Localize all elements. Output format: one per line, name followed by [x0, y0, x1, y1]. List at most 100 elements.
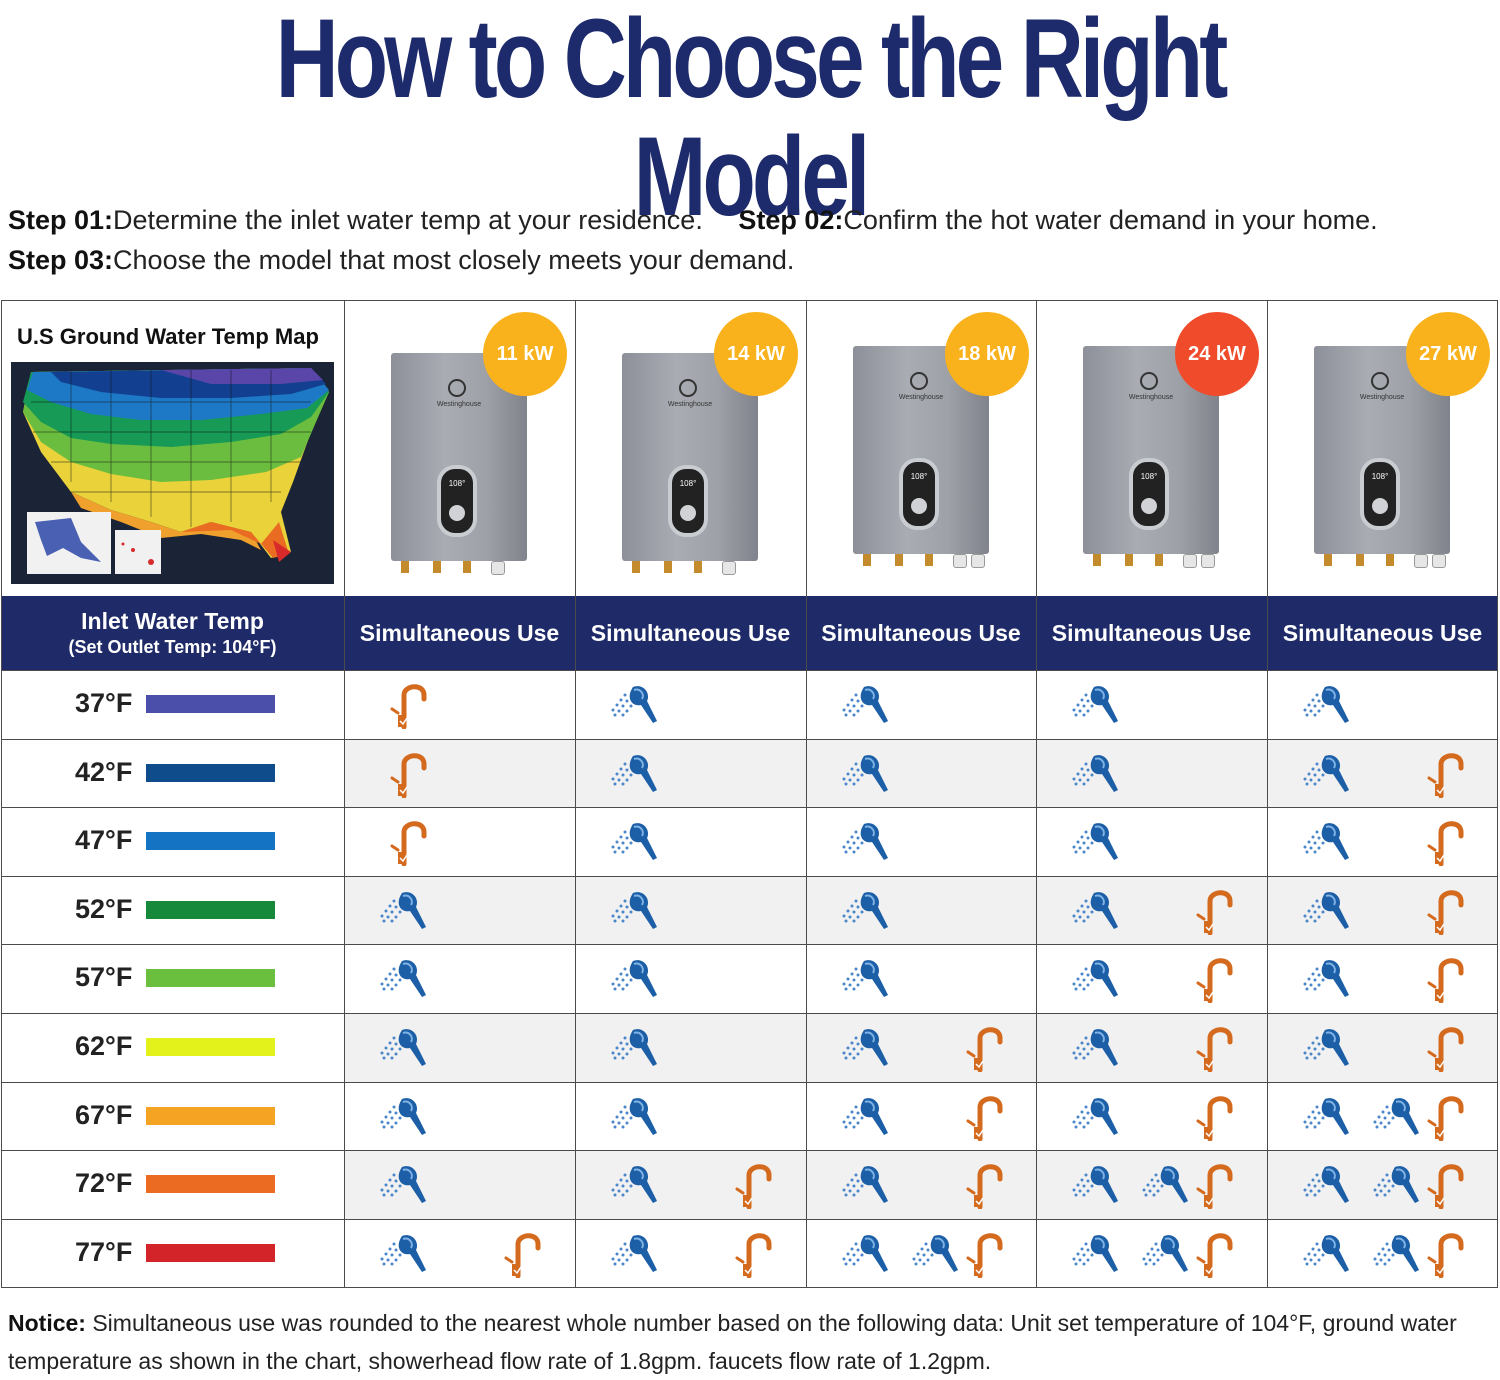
- temperature-display: 108°: [1140, 472, 1158, 481]
- shower-head-icon: [842, 891, 888, 929]
- valve-fitting-icon: [1432, 554, 1446, 568]
- step3-label: Step 03:: [8, 245, 114, 275]
- simultaneous-use-label: Simultaneous Use: [1282, 619, 1483, 646]
- grid-row-line: [1, 1219, 1498, 1220]
- grid-row-line: [1, 944, 1498, 945]
- kw-badge: 11 kW: [483, 312, 567, 396]
- kw-badge: 27 kW: [1406, 312, 1490, 396]
- shower-head-icon: [611, 823, 657, 861]
- faucet-icon: [1196, 1095, 1233, 1141]
- brand-name: Westinghouse: [1128, 394, 1174, 401]
- simultaneous-use-label: Simultaneous Use: [1051, 619, 1252, 646]
- pipe-fitting-icon: [1093, 554, 1101, 566]
- shower-head-icon: [842, 1234, 888, 1272]
- control-knob-icon: [1372, 498, 1388, 514]
- shower-head-icon: [380, 1029, 426, 1066]
- grid-column-line: [1, 300, 2, 1288]
- grid-row-line: [1, 670, 1498, 671]
- grid-row-line: [1, 300, 1498, 301]
- shower-head-icon: [1072, 1166, 1118, 1204]
- inlet-temp-value: 57°F: [75, 962, 133, 993]
- pipe-fitting-icon: [1356, 554, 1364, 566]
- faucet-icon: [1427, 1164, 1464, 1210]
- faucet-icon: [966, 1233, 1003, 1278]
- control-knob-icon: [911, 498, 927, 514]
- shower-head-icon: [1303, 1029, 1349, 1066]
- step3-text: Choose the model that most closely meets…: [113, 245, 795, 275]
- grid-row-line: [1, 1013, 1498, 1014]
- simultaneous-use-label: Simultaneous Use: [359, 619, 560, 646]
- shower-head-icon: [1373, 1234, 1419, 1272]
- valve-fitting-icon: [953, 554, 967, 568]
- simultaneous-use-header: Simultaneous Use: [806, 596, 1036, 670]
- control-panel: 108°: [899, 458, 939, 530]
- grid-row-line: [1, 807, 1498, 808]
- temperature-display: 108°: [448, 479, 466, 488]
- grid-row-line: [1, 1082, 1498, 1083]
- shower-head-icon: [842, 1029, 888, 1066]
- kw-badge: 18 kW: [945, 312, 1029, 396]
- grid-column-line: [1036, 300, 1037, 1288]
- control-panel: 108°: [1360, 458, 1400, 530]
- steps-row-1: Step 01:Determine the inlet water temp a…: [8, 200, 1378, 240]
- temp-color-bar: [146, 1243, 275, 1262]
- shower-head-icon: [380, 891, 426, 929]
- pipe-fitting-icon: [1324, 554, 1332, 566]
- grid-column-line: [1267, 300, 1268, 1288]
- shower-head-icon: [1373, 1097, 1419, 1135]
- grid-row-line: [1, 739, 1498, 740]
- shower-head-icon: [842, 686, 888, 723]
- faucet-icon: [1427, 1027, 1464, 1072]
- inlet-temp-value: 62°F: [75, 1031, 133, 1061]
- faucet-icon: [1196, 1027, 1233, 1072]
- simultaneous-use-header: Simultaneous Use: [1036, 596, 1267, 670]
- shower-head-icon: [611, 960, 657, 998]
- inlet-temp-label: Inlet Water Temp: [81, 608, 264, 634]
- faucet-icon: [390, 684, 427, 729]
- brand-name: Westinghouse: [436, 401, 482, 408]
- simultaneous-use-header: Simultaneous Use: [344, 596, 575, 670]
- brand-name: Westinghouse: [898, 394, 944, 401]
- shower-head-icon: [380, 1234, 426, 1272]
- shower-head-icon: [1373, 1166, 1419, 1204]
- grid-row-line: [1, 1287, 1498, 1288]
- table-header-row: Inlet Water Temp (Set Outlet Temp: 104°F…: [1, 596, 1498, 670]
- pipe-fitting-icon: [863, 554, 871, 566]
- shower-head-icon: [1072, 891, 1118, 929]
- brand-logo-icon: [1371, 372, 1389, 390]
- shower-head-icon: [1072, 1097, 1118, 1135]
- step1-text: Determine the inlet water temp at your r…: [113, 205, 703, 235]
- pipe-fitting-icon: [694, 561, 702, 573]
- pipe-fitting-icon: [925, 554, 933, 566]
- temperature-display: 108°: [910, 472, 928, 481]
- table-row-shade: [344, 1151, 1498, 1219]
- shower-head-icon: [1303, 960, 1349, 998]
- shower-head-icon: [380, 960, 426, 998]
- brand-logo-icon: [1140, 372, 1158, 390]
- shower-head-icon: [380, 1166, 426, 1204]
- water-heater-image: Westinghouse 108°: [1083, 346, 1219, 568]
- valve-fitting-icon: [722, 561, 736, 575]
- control-knob-icon: [449, 505, 465, 521]
- brand-name: Westinghouse: [667, 401, 713, 408]
- shower-head-icon: [1072, 1029, 1118, 1066]
- brand-logo-icon: [910, 372, 928, 390]
- step2-text: Confirm the hot water demand in your hom…: [843, 205, 1378, 235]
- faucet-icon: [390, 752, 427, 798]
- simultaneous-use-label: Simultaneous Use: [590, 619, 791, 646]
- inlet-temp-value: 72°F: [75, 1168, 133, 1199]
- brand-logo-icon: [679, 379, 697, 397]
- model-comparison-table: U.S Ground Water Temp Map: [1, 300, 1498, 1288]
- shower-head-icon: [1142, 1166, 1188, 1204]
- notice: Notice: Simultaneous use was rounded to …: [8, 1304, 1488, 1380]
- faucet-icon: [1427, 1233, 1464, 1278]
- inlet-temp-value: 77°F: [75, 1236, 133, 1267]
- pipe-fitting-icon: [1125, 554, 1133, 566]
- shower-head-icon: [912, 1234, 958, 1272]
- steps-row-2: Step 03:Choose the model that most close…: [8, 240, 1378, 280]
- faucet-icon: [1196, 1233, 1233, 1278]
- faucet-icon: [966, 1095, 1003, 1141]
- control-knob-icon: [680, 505, 696, 521]
- shower-head-icon: [1142, 1234, 1188, 1272]
- us-ground-water-temp-map: [11, 362, 334, 584]
